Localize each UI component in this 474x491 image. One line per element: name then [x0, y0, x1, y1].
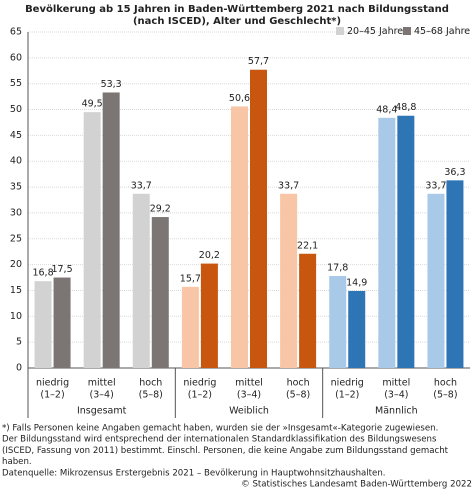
value-label: 15,7: [180, 273, 201, 284]
bar: [53, 277, 71, 368]
value-label: 17,8: [327, 262, 348, 273]
value-label: 22,1: [297, 240, 318, 251]
y-tick-label: 20: [10, 259, 22, 270]
x-tick-label: niedrig: [331, 378, 364, 389]
x-tick-label: mittel: [235, 378, 263, 389]
value-label: 50,6: [229, 93, 250, 104]
value-label: 14,9: [346, 277, 367, 288]
y-tick-label: 65: [10, 27, 22, 38]
bar: [378, 117, 396, 368]
x-tick-label: hoch: [434, 378, 457, 389]
x-tick-label: (1–2): [335, 390, 359, 401]
value-label: 53,3: [101, 79, 122, 90]
legend-label: 45–68 Jahre: [414, 26, 470, 37]
x-tick-label: (3–4): [384, 390, 408, 401]
y-tick-label: 35: [10, 182, 22, 193]
x-tick-label: mittel: [382, 378, 410, 389]
legend-swatch: [336, 27, 344, 35]
y-tick-label: 15: [10, 285, 22, 296]
x-tick-label: (1–2): [40, 390, 64, 401]
legend-swatch: [403, 27, 411, 35]
value-label: 17,5: [51, 264, 72, 275]
bar: [181, 286, 199, 368]
value-label: 48,8: [395, 102, 416, 113]
bar: [151, 217, 169, 368]
x-tick-label: niedrig: [183, 378, 216, 389]
value-label: 48,4: [376, 104, 397, 115]
bar: [231, 106, 248, 368]
x-tick-label: (3–4): [237, 390, 261, 401]
legend-label: 20–45 Jahre: [347, 26, 403, 37]
bar: [34, 281, 52, 368]
group-label: Männlich: [375, 406, 418, 417]
value-label: 20,2: [199, 250, 220, 261]
x-tick-label: (5–8): [286, 390, 310, 401]
footnote: Datenquelle: Mikrozensus Erstergebnis 20…: [2, 468, 386, 478]
y-tick-label: 55: [10, 78, 22, 89]
y-tick-label: 45: [10, 130, 22, 141]
bar: [132, 193, 150, 368]
x-tick-label: hoch: [139, 378, 162, 389]
source: © Statistisches Landesamt Baden-Württemb…: [241, 480, 472, 490]
y-tick-label: 10: [10, 311, 22, 322]
bar: [299, 253, 317, 368]
value-label: 29,2: [150, 204, 171, 215]
y-tick-label: 50: [10, 104, 22, 115]
value-label: 16,8: [32, 268, 53, 279]
y-tick-label: 60: [10, 52, 22, 63]
x-tick-label: (1–2): [188, 390, 212, 401]
x-tick-label: niedrig: [36, 378, 69, 389]
value-label: 33,7: [131, 180, 152, 191]
footnote: Der Bildungsstand wird entsprechend der …: [2, 435, 437, 445]
bar: [200, 263, 218, 368]
y-tick-label: 40: [10, 156, 22, 167]
chart-title: (nach ISCED), Alter und Geschlecht*): [133, 16, 341, 27]
y-tick-label: 0: [16, 363, 22, 374]
y-tick-label: 25: [10, 233, 22, 244]
bar: [102, 92, 120, 368]
chart-title: Bevölkerung ab 15 Jahren in Baden-Württe…: [25, 4, 449, 15]
group-label: Insgesamt: [77, 406, 127, 417]
x-tick-label: (5–8): [433, 390, 457, 401]
value-label: 33,7: [425, 180, 446, 191]
x-tick-label: hoch: [287, 378, 310, 389]
bar: [329, 275, 347, 368]
group-label: Weiblich: [229, 406, 269, 417]
bar: [250, 69, 267, 368]
bar: [397, 115, 415, 368]
value-label: 49,5: [82, 99, 103, 110]
bar: [446, 180, 464, 368]
y-tick-label: 5: [16, 337, 22, 348]
bar: [83, 112, 101, 368]
value-label: 33,7: [278, 180, 299, 191]
value-label: 57,7: [248, 56, 269, 67]
footnote: (ISCED, Fassung von 2011) bestimmt. Eins…: [2, 446, 449, 456]
bar: [348, 290, 366, 368]
x-tick-label: (3–4): [90, 390, 114, 401]
y-tick-label: 30: [10, 207, 22, 218]
bar: [427, 193, 445, 368]
bar: [280, 193, 298, 368]
x-tick-label: mittel: [88, 378, 116, 389]
footnote: *) Falls Personen keine Angaben gemacht …: [2, 424, 438, 434]
footnote: haben.: [2, 457, 32, 467]
value-label: 36,3: [444, 167, 465, 178]
x-tick-label: (5–8): [139, 390, 163, 401]
